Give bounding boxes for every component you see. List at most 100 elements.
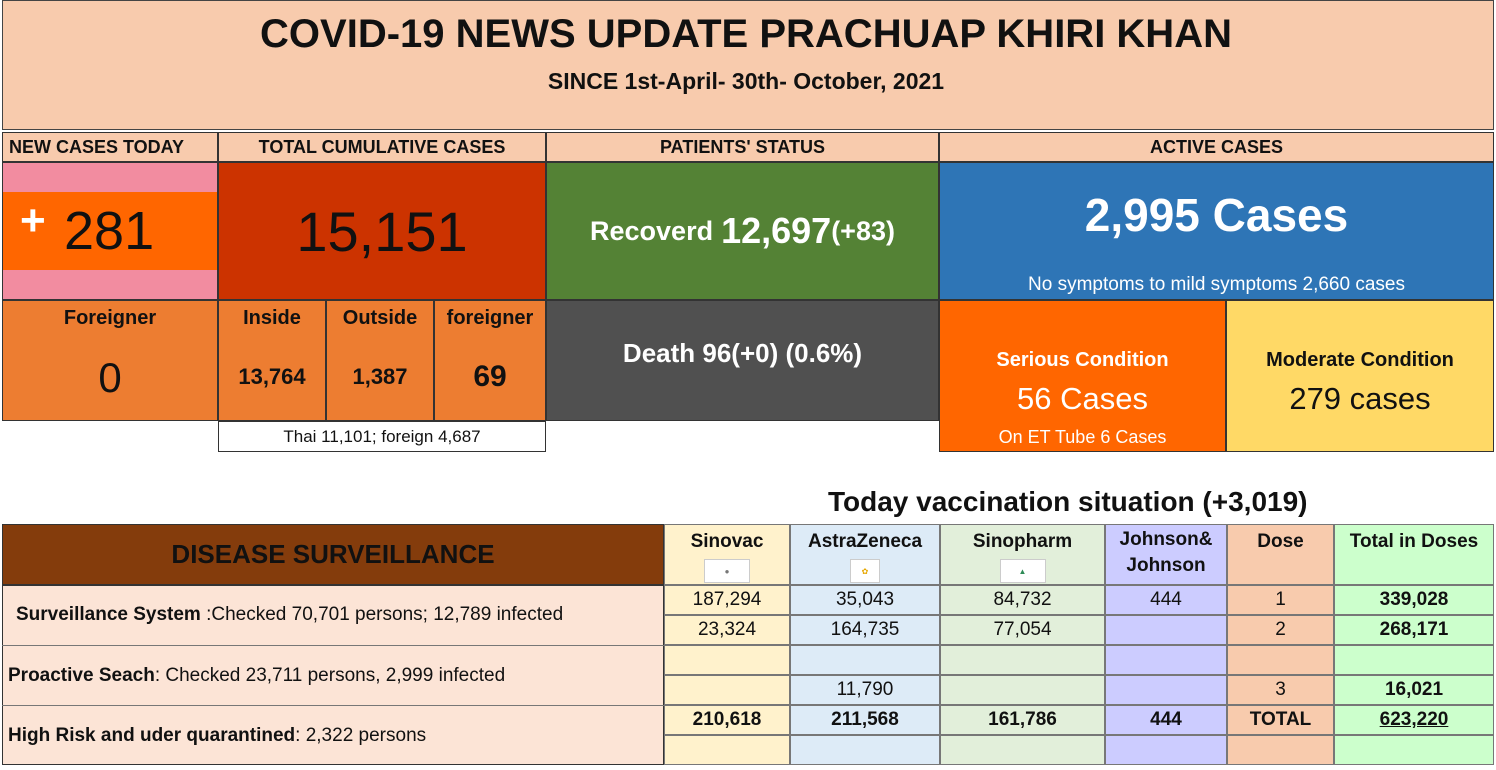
vaccine-cell-astrazeneca: 164,735 [790,615,940,645]
active-heading: ACTIVE CASES [939,132,1494,162]
serious-value: 56 Cases [1017,381,1148,416]
vaccine-cell-dose [1227,735,1334,765]
vaccine-cell-dose [1227,645,1334,675]
sinovac-logo-icon: ● [704,559,750,583]
active-total: 2,995 Cases [1084,189,1349,241]
cum-foreigner-panel [434,300,546,421]
recovered-change: (+83) [831,215,895,246]
vaccine-cell-astrazeneca: 11,790 [790,675,940,705]
highrisk-row: High Risk and uder quarantined: 2,322 pe… [8,725,426,747]
vaccination-title: Today vaccination situation (+3,019) [828,486,1308,517]
jj-header-line1: Johnson& [1119,529,1213,550]
proactive-row: Proactive Seach: Checked 23,711 persons,… [8,665,505,687]
plus-sign: + [20,196,46,245]
active-panel [939,162,1494,300]
surveillance-divider [2,645,664,646]
vaccine-cell-sinovac [664,675,790,705]
header-banner [2,0,1494,130]
inside-panel [218,300,326,421]
vaccine-cell-dose: 3 [1227,675,1334,705]
surveillance-system-row: Surveillance System :Checked 70,701 pers… [16,604,563,626]
vaccine-cell-jj: 444 [1105,705,1227,735]
thai-foreign-note: Thai 11,101; foreign 4,687 [218,421,546,452]
vaccine-cell-sinovac [664,735,790,765]
outside-panel [326,300,434,421]
highrisk-text: : 2,322 persons [295,725,427,746]
serious-panel [939,300,1226,452]
cumulative-heading: TOTAL CUMULATIVE CASES [218,132,546,162]
astrazeneca-header: AstraZeneca [807,531,923,552]
vaccine-cell-dose: TOTAL [1227,705,1334,735]
death-panel [546,300,939,421]
vaccine-cell-astrazeneca [790,735,940,765]
vaccine-cell-total: 16,021 [1334,675,1494,705]
moderate-panel [1226,300,1494,452]
vaccine-cell-total: 339,028 [1334,585,1494,615]
vaccine-cell-dose: 2 [1227,615,1334,645]
col-dose-head: Dose [1227,524,1334,585]
vaccine-cell-astrazeneca [790,645,940,675]
proactive-label: Proactive Seach [8,665,155,686]
vaccine-cell-total: 268,171 [1334,615,1494,645]
vaccine-cell-total: 623,220 [1334,705,1494,735]
moderate-value: 279 cases [1289,381,1431,416]
col-sinopharm-head: Sinopharm ▲ [940,524,1105,585]
new-cases-value: 281 [64,201,155,261]
dose-header: Dose [1257,531,1304,552]
new-foreigner-label: Foreigner [63,307,157,329]
vaccine-cell-jj [1105,615,1227,645]
vaccine-cell-sinopharm: 161,786 [940,705,1105,735]
surveillance-system-text: :Checked 70,701 persons; 12,789 infected [200,604,564,625]
recovered-label: Recoverd [590,215,714,246]
new-foreigner-panel [2,300,218,421]
new-cases-heading: NEW CASES TODAY [2,132,218,162]
vaccine-cell-sinovac: 210,618 [664,705,790,735]
vaccine-cell-sinopharm [940,675,1105,705]
page-title: COVID-19 NEWS UPDATE PRACHUAP KHIRI KHAN [260,12,1232,56]
vaccine-cell-jj: 444 [1105,585,1227,615]
surveillance-divider [2,705,664,706]
col-astrazeneca-head: AstraZeneca ✿ [790,524,940,585]
outside-value: 1,387 [352,364,408,389]
vaccine-cell-astrazeneca: 35,043 [790,585,940,615]
death-text: Death 96(+0) (0.6%) [622,338,863,368]
sinopharm-logo-icon: ▲ [999,559,1046,583]
col-total-head: Total in Doses [1334,524,1494,585]
cum-foreigner-value: 69 [473,360,507,393]
vaccine-cell-total [1334,645,1494,675]
proactive-text: : Checked 23,711 persons, 2,999 infected [154,665,506,686]
vaccine-cell-sinovac: 23,324 [664,615,790,645]
vaccine-cell-jj [1105,645,1227,675]
vaccine-cell-sinopharm: 77,054 [940,615,1105,645]
page-subtitle: SINCE 1st-April- 30th- October, 2021 [547,68,945,94]
vaccine-cell-sinovac [664,645,790,675]
col-jj-head: Johnson& Johnson [1105,524,1227,585]
new-cases-box [3,192,217,270]
sinopharm-header: Sinopharm [972,531,1073,552]
patients-heading: PATIENTS' STATUS [546,132,939,162]
surveillance-system-label: Surveillance System [16,604,201,625]
vaccine-cell-jj [1105,675,1227,705]
inside-label: Inside [243,307,301,329]
vaccine-cell-astrazeneca: 211,568 [790,705,940,735]
sinovac-header: Sinovac [690,531,764,552]
cumulative-total: 15,151 [218,162,546,300]
serious-label: Serious Condition [996,349,1169,371]
cum-foreigner-label: foreigner [446,307,534,329]
vaccine-cell-sinopharm [940,645,1105,675]
recovered-panel: Recoverd 12,697 (+83) [546,162,939,300]
moderate-label: Moderate Condition [1266,349,1454,371]
inside-value: 13,764 [238,364,306,389]
vaccine-cell-sinopharm: 84,732 [940,585,1105,615]
recovered-value: 12,697 [721,210,832,251]
jj-header-line2: Johnson [1126,555,1206,576]
highrisk-label: High Risk and uder quarantined [8,725,296,746]
active-mild: No symptoms to mild symptoms 2,660 cases [1028,274,1405,295]
surveillance-body [2,585,664,765]
outside-label: Outside [342,307,418,329]
total-header: Total in Doses [1349,531,1479,552]
col-sinovac-head: Sinovac ● [664,524,790,585]
vaccine-cell-jj [1105,735,1227,765]
vaccine-cell-sinovac: 187,294 [664,585,790,615]
vaccine-cell-total [1334,735,1494,765]
